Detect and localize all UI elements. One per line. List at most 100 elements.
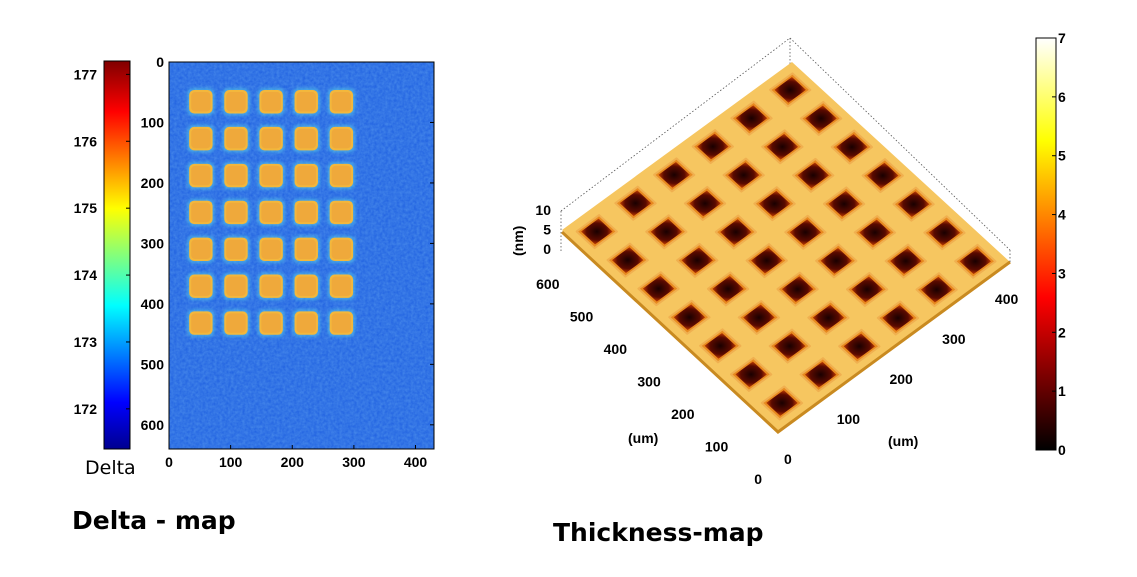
delta-pad-core — [331, 202, 352, 223]
delta-heatmap-area — [169, 62, 434, 449]
delta-colorbar-tick-label: 174 — [74, 267, 98, 283]
delta-pad-core — [191, 239, 211, 260]
surface-well — [681, 247, 713, 274]
surface-wells — [575, 72, 997, 421]
delta-pad-core — [331, 239, 352, 260]
surface-well — [781, 276, 814, 303]
surface-well — [735, 361, 767, 388]
delta-pad-core — [191, 202, 211, 223]
delta-colorbar-tick-label: 176 — [74, 133, 98, 149]
thickness-colorbar-tick-label: 1 — [1058, 383, 1066, 399]
surface-well — [928, 219, 961, 246]
surface-well — [697, 133, 729, 160]
delta-pad-core — [226, 239, 246, 260]
z-tick-label: 10 — [535, 202, 551, 218]
surface-well — [673, 304, 706, 331]
delta-pad-core — [296, 276, 316, 296]
delta-colorbar-tick-label: 173 — [74, 334, 98, 350]
delta-pad-core — [226, 276, 246, 296]
thickness-z-axis: 10 5 0 — [535, 202, 551, 257]
delta-y-tick-label: 100 — [141, 114, 165, 130]
delta-pad-core — [261, 202, 281, 223]
surface-well — [704, 332, 736, 359]
delta-pad-core — [331, 128, 352, 149]
delta-pad-core — [296, 239, 316, 260]
surface-well — [843, 333, 876, 360]
delta-pad-core — [226, 165, 246, 186]
delta-pad-core — [226, 313, 246, 333]
thickness-colorbar — [1035, 37, 1057, 451]
thickness-right-axis: 0 100 200 300 400 — [784, 291, 1018, 467]
thickness-colorbar-tick-label: 6 — [1058, 89, 1066, 105]
thickness-colorbar-ticks: 7 6 5 4 3 2 1 0 — [1052, 30, 1066, 458]
delta-map: 177 176 175 174 173 172 0 100 200 300 400 0 100 200… — [74, 54, 435, 470]
surface-well — [882, 305, 914, 331]
surface-well — [897, 191, 930, 218]
delta-pad-core — [226, 128, 246, 149]
delta-pad-core — [191, 276, 211, 296]
delta-pad-core — [296, 202, 316, 223]
delta-colorbar-tick-label: 172 — [74, 401, 98, 417]
delta-colorbar-label: Delta — [85, 457, 136, 479]
delta-pad-core — [261, 92, 281, 112]
delta-pad-core — [261, 128, 281, 149]
delta-pad-core — [191, 165, 211, 186]
delta-y-tick-label: 0 — [156, 54, 164, 70]
right-axis-tick-label: 100 — [837, 411, 861, 427]
surface-well — [959, 248, 992, 275]
delta-pad-core — [331, 92, 352, 112]
delta-colorbar-tick-label: 175 — [74, 200, 98, 216]
thickness-map-caption: Thickness-map — [553, 518, 764, 547]
left-axis-tick-label: 400 — [604, 341, 628, 357]
delta-x-axis: 0 100 200 300 400 — [165, 445, 427, 470]
delta-pad-core — [296, 128, 316, 149]
thickness-colorbar-tick-label: 2 — [1058, 324, 1066, 340]
right-axis-unit-label: (um) — [888, 433, 918, 449]
delta-pad-core — [331, 276, 352, 296]
surface-well — [851, 276, 883, 303]
surface-well — [689, 190, 721, 217]
thickness-colorbar-tick-label: 0 — [1058, 442, 1066, 458]
delta-x-tick-label: 400 — [404, 454, 428, 470]
delta-pad-core — [226, 92, 246, 112]
surface-well — [766, 133, 799, 160]
surface-well — [789, 219, 822, 246]
delta-pad-core — [296, 313, 316, 333]
thickness-colorbar-tick-label: 7 — [1058, 30, 1066, 46]
delta-pad-core — [226, 202, 246, 223]
delta-pad-core — [261, 239, 281, 260]
delta-y-tick-label: 400 — [141, 296, 165, 312]
z-axis-label: (nm) — [510, 226, 526, 256]
left-axis-unit-label: (um) — [628, 430, 658, 446]
thickness-colorbar-tick-label: 5 — [1058, 148, 1066, 164]
delta-pad-core — [296, 165, 316, 186]
delta-pad-core — [191, 128, 211, 149]
left-axis-tick-label: 500 — [570, 309, 594, 325]
surface-well — [836, 134, 868, 160]
surface-well — [581, 218, 613, 245]
surface-well — [720, 219, 752, 245]
surface-well — [758, 190, 791, 217]
delta-pad-core — [331, 313, 352, 333]
surface-well — [797, 162, 829, 189]
delta-pads — [187, 88, 356, 337]
surface-well — [658, 162, 690, 188]
thickness-colorbar-tick-label: 3 — [1058, 265, 1066, 281]
delta-colorbar — [103, 60, 131, 450]
surface-well — [812, 304, 845, 331]
surface-well — [619, 190, 652, 217]
surface-well — [867, 162, 899, 189]
surface-well — [774, 333, 806, 359]
surface-well — [751, 247, 783, 274]
delta-pad-core — [261, 276, 281, 296]
left-axis-tick-label: 600 — [536, 276, 560, 292]
surface-well — [820, 247, 852, 274]
delta-colorbar-ticks: 177 176 175 174 173 172 — [74, 66, 130, 417]
z-tick-label: 0 — [543, 241, 551, 257]
delta-y-tick-label: 500 — [141, 356, 165, 372]
right-axis-tick-label: 400 — [995, 291, 1019, 307]
left-axis-tick-label: 300 — [637, 374, 661, 390]
surface-front-edge — [560, 230, 1011, 434]
